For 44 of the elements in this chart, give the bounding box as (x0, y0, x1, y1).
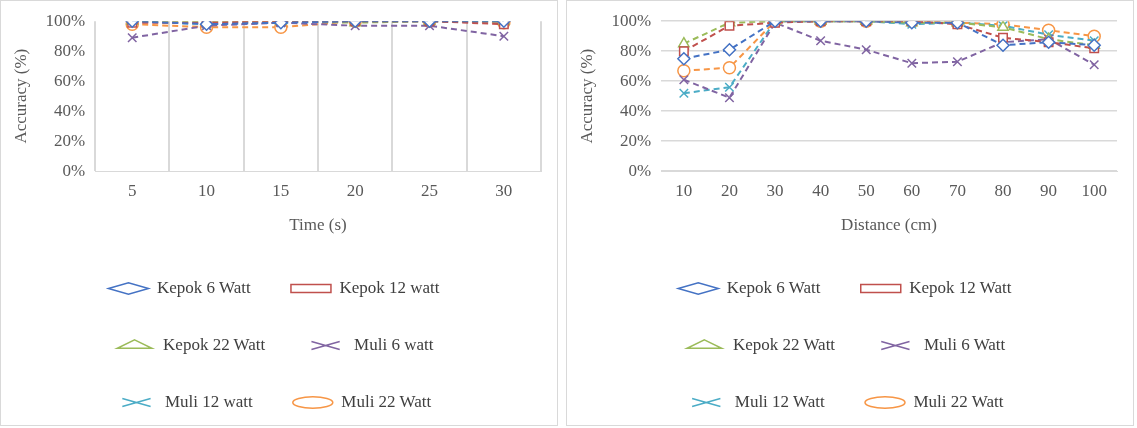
x-tick-label: 100 (1081, 180, 1107, 200)
y-axis-title: Accuracy (%) (576, 48, 596, 144)
x-axis-title: Distance (cm) (841, 215, 937, 235)
legend-label: Kepok 22 Watt (732, 334, 836, 354)
y-tick-label: 80% (53, 40, 86, 60)
y-tick-label: 0% (628, 160, 652, 180)
x-tick-label: 20 (346, 180, 364, 200)
x-tick-label: 60 (903, 180, 921, 200)
x-tick-label: 90 (1040, 180, 1058, 200)
legend-label: Kepok 6 Watt (156, 277, 251, 297)
x-tick-label: 10 (675, 180, 693, 200)
x-tick-label: 40 (812, 180, 830, 200)
legend-label: Muli 6 Watt (923, 334, 1006, 354)
x-tick-label: 70 (948, 180, 966, 200)
x-tick-label: 30 (766, 180, 784, 200)
legend-label: Muli 6 watt (354, 334, 434, 354)
x-axis-title: Time (s) (289, 215, 347, 235)
x-tick-label: 20 (720, 180, 738, 200)
legend-label: Muli 22 Watt (341, 391, 432, 411)
y-tick-label: 40% (53, 100, 86, 120)
y-tick-label: 20% (53, 130, 86, 150)
x-tick-label: 5 (127, 180, 137, 200)
legend-label: Muli 12 Watt (734, 391, 825, 411)
x-tick-label: 15 (272, 180, 290, 200)
x-tick-label: 25 (421, 180, 439, 200)
y-tick-label: 100% (45, 10, 86, 30)
x-tick-label: 10 (198, 180, 216, 200)
legend-label: Kepok 12 Watt (909, 277, 1012, 297)
y-tick-label: 80% (619, 40, 652, 60)
legend-label: Muli 22 Watt (913, 391, 1004, 411)
legend-label: Kepok 12 watt (339, 277, 440, 297)
legend-label: Muli 12 watt (164, 391, 254, 411)
y-tick-label: 60% (619, 70, 652, 90)
y-axis-title: Accuracy (%) (10, 48, 30, 144)
legend-label: Kepok 22 Watt (163, 334, 266, 354)
y-tick-label: 60% (53, 70, 86, 90)
y-tick-label: 100% (611, 10, 652, 30)
x-tick-label: 30 (495, 180, 513, 200)
x-tick-label: 50 (857, 180, 875, 200)
y-tick-label: 40% (619, 100, 652, 120)
y-tick-label: 0% (62, 160, 86, 180)
y-tick-label: 20% (619, 130, 652, 150)
legend-label: Kepok 6 Watt (726, 277, 821, 297)
x-tick-label: 80 (994, 180, 1012, 200)
